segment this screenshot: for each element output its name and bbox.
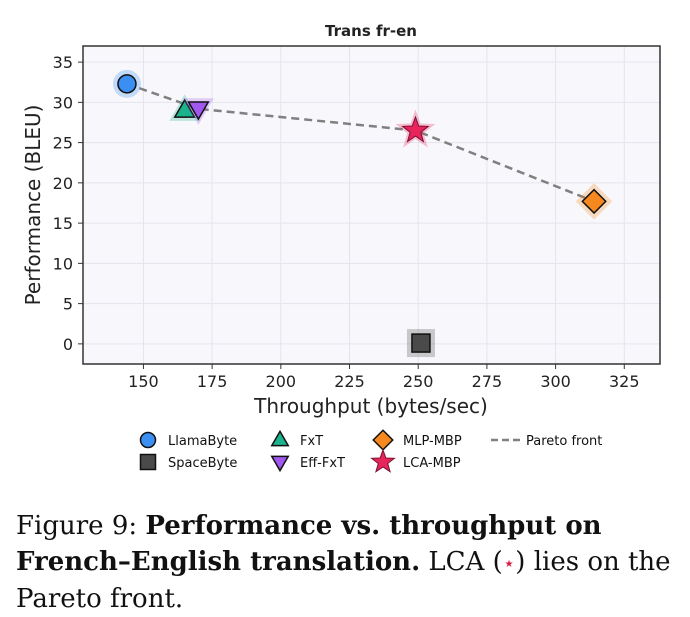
x-tick-label: 200 (266, 372, 297, 391)
legend-lca-mbp-label: LCA-MBP (403, 456, 461, 471)
figure-caption: Figure 9: Performance vs. throughput on … (16, 508, 681, 617)
legend-spacebyte-marker (139, 453, 157, 471)
chart: Trans fr-en 150 175 200 225 250 275 300 325 0 5 10… (21, 22, 661, 473)
y-tick-label: 0 (63, 335, 73, 354)
legend-lca-mbp-marker (370, 448, 396, 473)
spacebyte-marker (411, 333, 431, 353)
legend-pareto-front-label: Pareto front (526, 434, 602, 449)
fxt-marker (173, 98, 196, 118)
legend-llamabyte-label: LlamaByte (168, 434, 237, 449)
pareto-front-line (126, 82, 595, 203)
llamabyte-marker (117, 74, 137, 94)
plot-frame (82, 45, 661, 365)
y-tick-label: 5 (63, 295, 73, 314)
legend-mlp-mbp-label: MLP-MBP (403, 434, 462, 449)
legend: LlamaByte SpaceByte FxT Eff-FxT MLP-MBP LCA-M… (139, 429, 602, 473)
lca-mbp-marker (401, 115, 430, 143)
y-tick-label: 35 (53, 53, 73, 72)
x-tick-label: 250 (403, 372, 434, 391)
grid (83, 46, 660, 364)
x-tick-label: 325 (609, 372, 640, 391)
legend-fxt-label: FxT (300, 434, 323, 449)
caption-star-symbol: ⋆ (502, 551, 516, 575)
legend-eff-fxt-label: Eff-FxT (300, 456, 345, 471)
legend-eff-fxt-marker (270, 455, 290, 473)
y-tick-label: 20 (53, 174, 73, 193)
x-tick-label: 300 (540, 372, 571, 391)
tick-labels: 150 175 200 225 250 275 300 325 0 5 10 15 20 25 30 35 (53, 53, 640, 391)
legend-llamabyte-marker (139, 431, 157, 449)
caption-prefix: Figure 9: (16, 511, 146, 541)
legend-spacebyte-label: SpaceByte (168, 456, 237, 471)
x-tick-label: 225 (334, 372, 365, 391)
legend-fxt-marker (270, 429, 290, 447)
legend-mlp-mbp-marker (372, 429, 394, 451)
y-axis-label: Performance (BLEU) (21, 105, 45, 306)
y-tick-label: 25 (53, 134, 73, 153)
x-tick-label: 275 (472, 372, 503, 391)
caption-bold: Performance vs. throughput on French–Eng… (16, 511, 602, 577)
chart-title: Trans fr-en (325, 22, 417, 40)
x-tick-label: 175 (197, 372, 228, 391)
markers (112, 69, 613, 358)
mlp-mbp-marker (581, 188, 607, 215)
y-tick-label: 15 (53, 214, 73, 233)
y-tick-label: 10 (53, 254, 73, 273)
caption-rest-before: LCA ( (420, 547, 503, 577)
plot-area (83, 46, 660, 364)
x-tick-label: 150 (128, 372, 159, 391)
y-tick-label: 30 (53, 93, 73, 112)
eff-fxt-marker (187, 101, 210, 121)
x-axis-label: Throughput (bytes/sec) (253, 394, 488, 418)
